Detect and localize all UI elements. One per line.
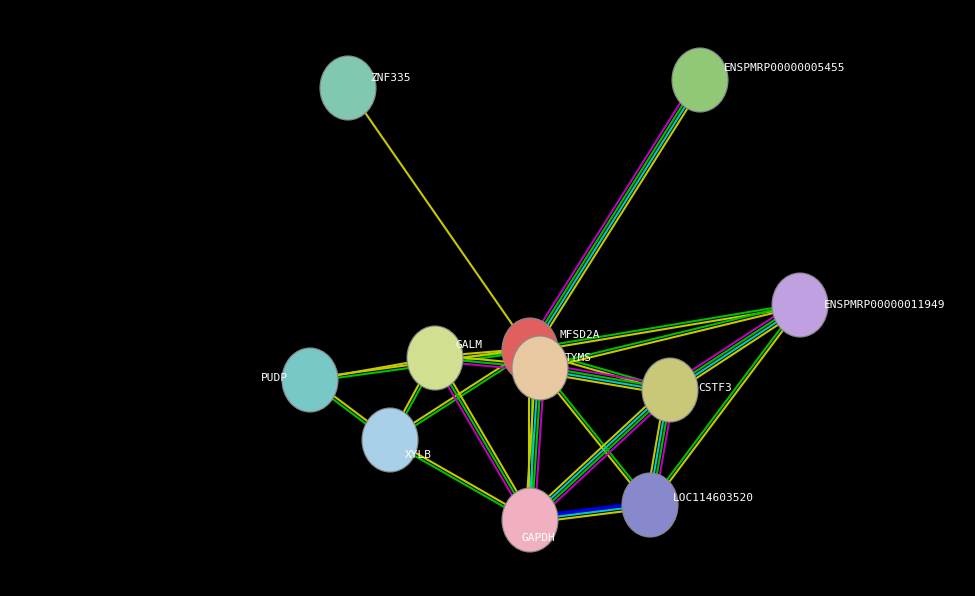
Text: ENSPMRP00000011949: ENSPMRP00000011949: [824, 300, 946, 310]
Text: GALM: GALM: [455, 340, 482, 350]
Ellipse shape: [622, 473, 678, 537]
Text: TYMS: TYMS: [565, 353, 592, 363]
Text: GAPDH: GAPDH: [522, 533, 556, 543]
Ellipse shape: [672, 48, 728, 112]
Text: ENSPMRP00000005455: ENSPMRP00000005455: [724, 63, 845, 73]
Text: LOC114603520: LOC114603520: [673, 493, 754, 503]
Ellipse shape: [320, 56, 376, 120]
Ellipse shape: [512, 336, 568, 400]
Ellipse shape: [282, 348, 338, 412]
Ellipse shape: [362, 408, 418, 472]
Ellipse shape: [642, 358, 698, 422]
Text: PUDP: PUDP: [261, 373, 288, 383]
Ellipse shape: [502, 488, 558, 552]
Text: CSTF3: CSTF3: [698, 383, 732, 393]
Text: ZNF335: ZNF335: [370, 73, 410, 83]
Ellipse shape: [407, 326, 463, 390]
Ellipse shape: [502, 318, 558, 382]
Text: XYLB: XYLB: [405, 450, 432, 460]
Text: MFSD2A: MFSD2A: [560, 330, 601, 340]
Ellipse shape: [772, 273, 828, 337]
